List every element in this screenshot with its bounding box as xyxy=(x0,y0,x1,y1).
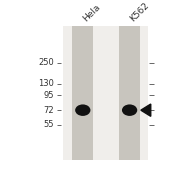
Text: 130: 130 xyxy=(38,79,54,88)
Text: K562: K562 xyxy=(128,1,150,24)
Bar xyxy=(119,26,140,160)
Text: 95: 95 xyxy=(44,91,54,100)
Bar xyxy=(63,26,148,160)
Ellipse shape xyxy=(75,104,91,116)
Bar xyxy=(72,26,93,160)
Text: 55: 55 xyxy=(44,120,54,129)
Text: 250: 250 xyxy=(38,58,54,67)
Text: 72: 72 xyxy=(43,106,54,115)
Text: Hela: Hela xyxy=(81,3,102,24)
Polygon shape xyxy=(141,104,151,116)
Ellipse shape xyxy=(122,104,137,116)
